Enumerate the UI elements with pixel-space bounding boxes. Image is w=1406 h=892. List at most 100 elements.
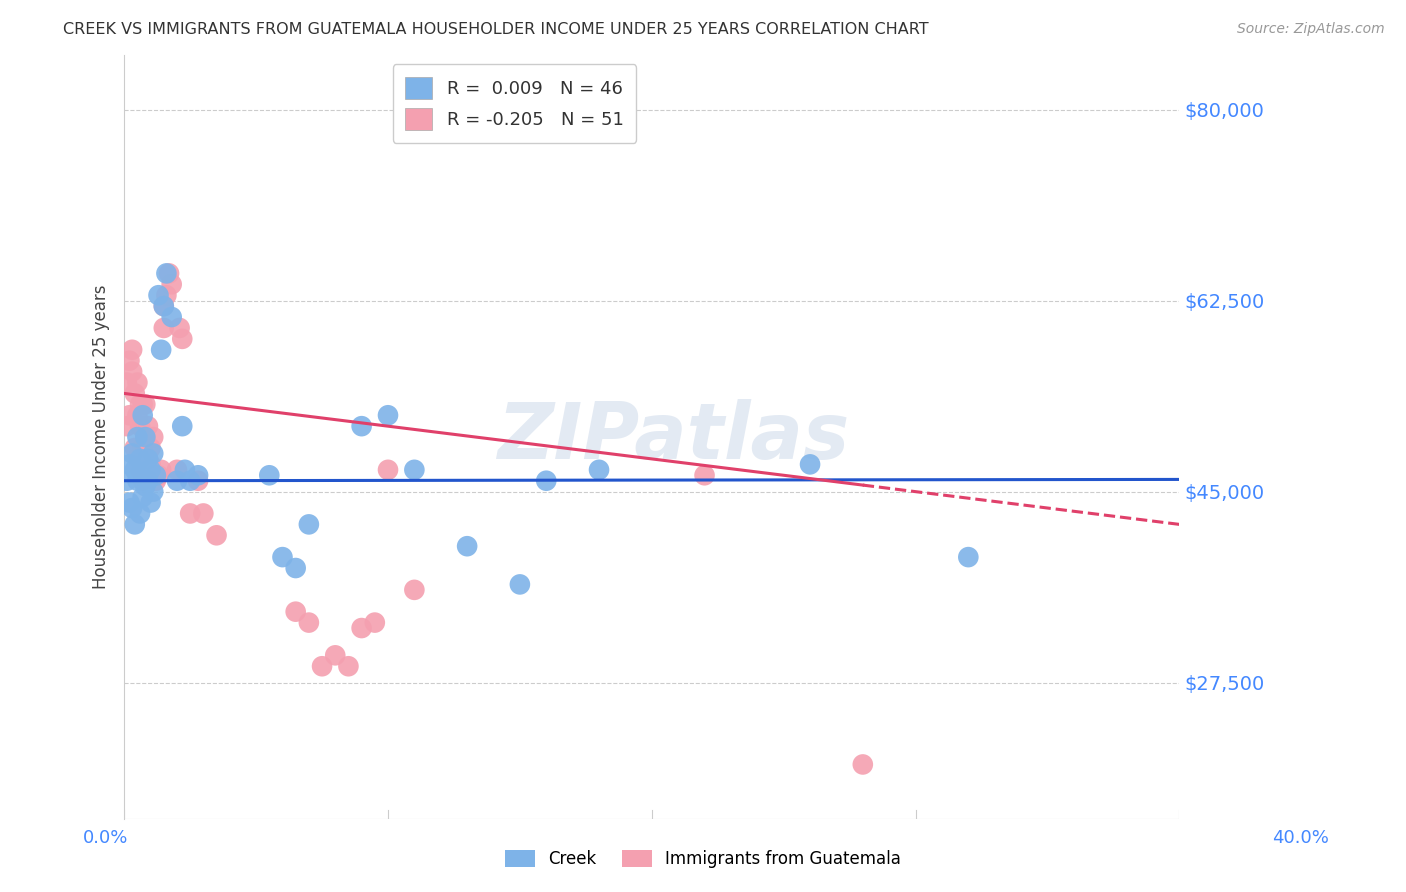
Text: CREEK VS IMMIGRANTS FROM GUATEMALA HOUSEHOLDER INCOME UNDER 25 YEARS CORRELATION: CREEK VS IMMIGRANTS FROM GUATEMALA HOUSE… <box>63 22 929 37</box>
Point <box>693 468 716 483</box>
Point <box>139 458 162 472</box>
Point <box>118 353 141 368</box>
Point <box>124 441 146 455</box>
Point <box>350 621 373 635</box>
Point <box>166 463 188 477</box>
Point <box>131 474 153 488</box>
Point <box>152 321 174 335</box>
Point <box>160 310 183 324</box>
Point <box>152 299 174 313</box>
Point <box>311 659 333 673</box>
Point <box>187 474 209 488</box>
Point <box>127 451 149 466</box>
Point <box>131 397 153 411</box>
Point <box>169 321 191 335</box>
Point <box>136 419 159 434</box>
Point <box>127 376 149 390</box>
Point <box>142 484 165 499</box>
Point <box>124 386 146 401</box>
Point <box>118 409 141 423</box>
Point <box>131 490 153 504</box>
Point <box>127 474 149 488</box>
Point <box>121 446 143 460</box>
Point <box>150 343 173 357</box>
Point <box>536 474 558 488</box>
Point <box>142 468 165 483</box>
Point <box>271 550 294 565</box>
Point <box>259 468 281 483</box>
Point <box>152 299 174 313</box>
Point <box>364 615 387 630</box>
Point <box>124 517 146 532</box>
Point <box>284 561 307 575</box>
Point <box>142 430 165 444</box>
Point <box>134 430 156 444</box>
Point <box>127 409 149 423</box>
Point <box>118 495 141 509</box>
Point <box>509 577 531 591</box>
Point <box>205 528 228 542</box>
Point <box>173 463 195 477</box>
Point <box>145 474 167 488</box>
Point <box>172 419 194 434</box>
Point <box>337 659 360 673</box>
Point <box>957 550 980 565</box>
Point <box>160 277 183 292</box>
Point <box>142 446 165 460</box>
Point <box>150 463 173 477</box>
Point <box>134 430 156 444</box>
Point <box>127 430 149 444</box>
Point <box>799 458 821 472</box>
Point <box>115 474 138 488</box>
Point <box>134 479 156 493</box>
Point <box>377 463 399 477</box>
Point <box>350 419 373 434</box>
Point <box>134 397 156 411</box>
Point <box>131 409 153 423</box>
Text: Source: ZipAtlas.com: Source: ZipAtlas.com <box>1237 22 1385 37</box>
Point <box>118 458 141 472</box>
Point <box>136 451 159 466</box>
Point <box>187 468 209 483</box>
Point <box>121 501 143 516</box>
Point <box>139 495 162 509</box>
Point <box>139 463 162 477</box>
Point <box>129 451 152 466</box>
Point <box>404 463 426 477</box>
Point <box>404 582 426 597</box>
Point <box>193 507 215 521</box>
Point <box>172 332 194 346</box>
Point <box>129 419 152 434</box>
Point <box>129 507 152 521</box>
Point <box>179 474 201 488</box>
Point <box>136 451 159 466</box>
Point <box>115 419 138 434</box>
Text: ZIPatlas: ZIPatlas <box>496 399 849 475</box>
Point <box>155 266 177 280</box>
Point <box>129 463 152 477</box>
Point <box>129 397 152 411</box>
Point <box>148 288 170 302</box>
Point <box>179 507 201 521</box>
Text: 0.0%: 0.0% <box>83 829 128 847</box>
Point <box>166 474 188 488</box>
Point <box>298 615 321 630</box>
Point <box>139 441 162 455</box>
Point <box>121 365 143 379</box>
Y-axis label: Householder Income Under 25 years: Householder Income Under 25 years <box>93 285 110 590</box>
Point <box>155 288 177 302</box>
Point <box>157 266 180 280</box>
Legend: R =  0.009   N = 46, R = -0.205   N = 51: R = 0.009 N = 46, R = -0.205 N = 51 <box>392 64 637 143</box>
Point <box>588 463 610 477</box>
Point <box>377 409 399 423</box>
Point <box>852 757 875 772</box>
Point <box>298 517 321 532</box>
Legend: Creek, Immigrants from Guatemala: Creek, Immigrants from Guatemala <box>499 843 907 875</box>
Point <box>124 463 146 477</box>
Point <box>129 468 152 483</box>
Point <box>131 441 153 455</box>
Point <box>145 468 167 483</box>
Text: 40.0%: 40.0% <box>1272 829 1329 847</box>
Point <box>148 468 170 483</box>
Point <box>136 474 159 488</box>
